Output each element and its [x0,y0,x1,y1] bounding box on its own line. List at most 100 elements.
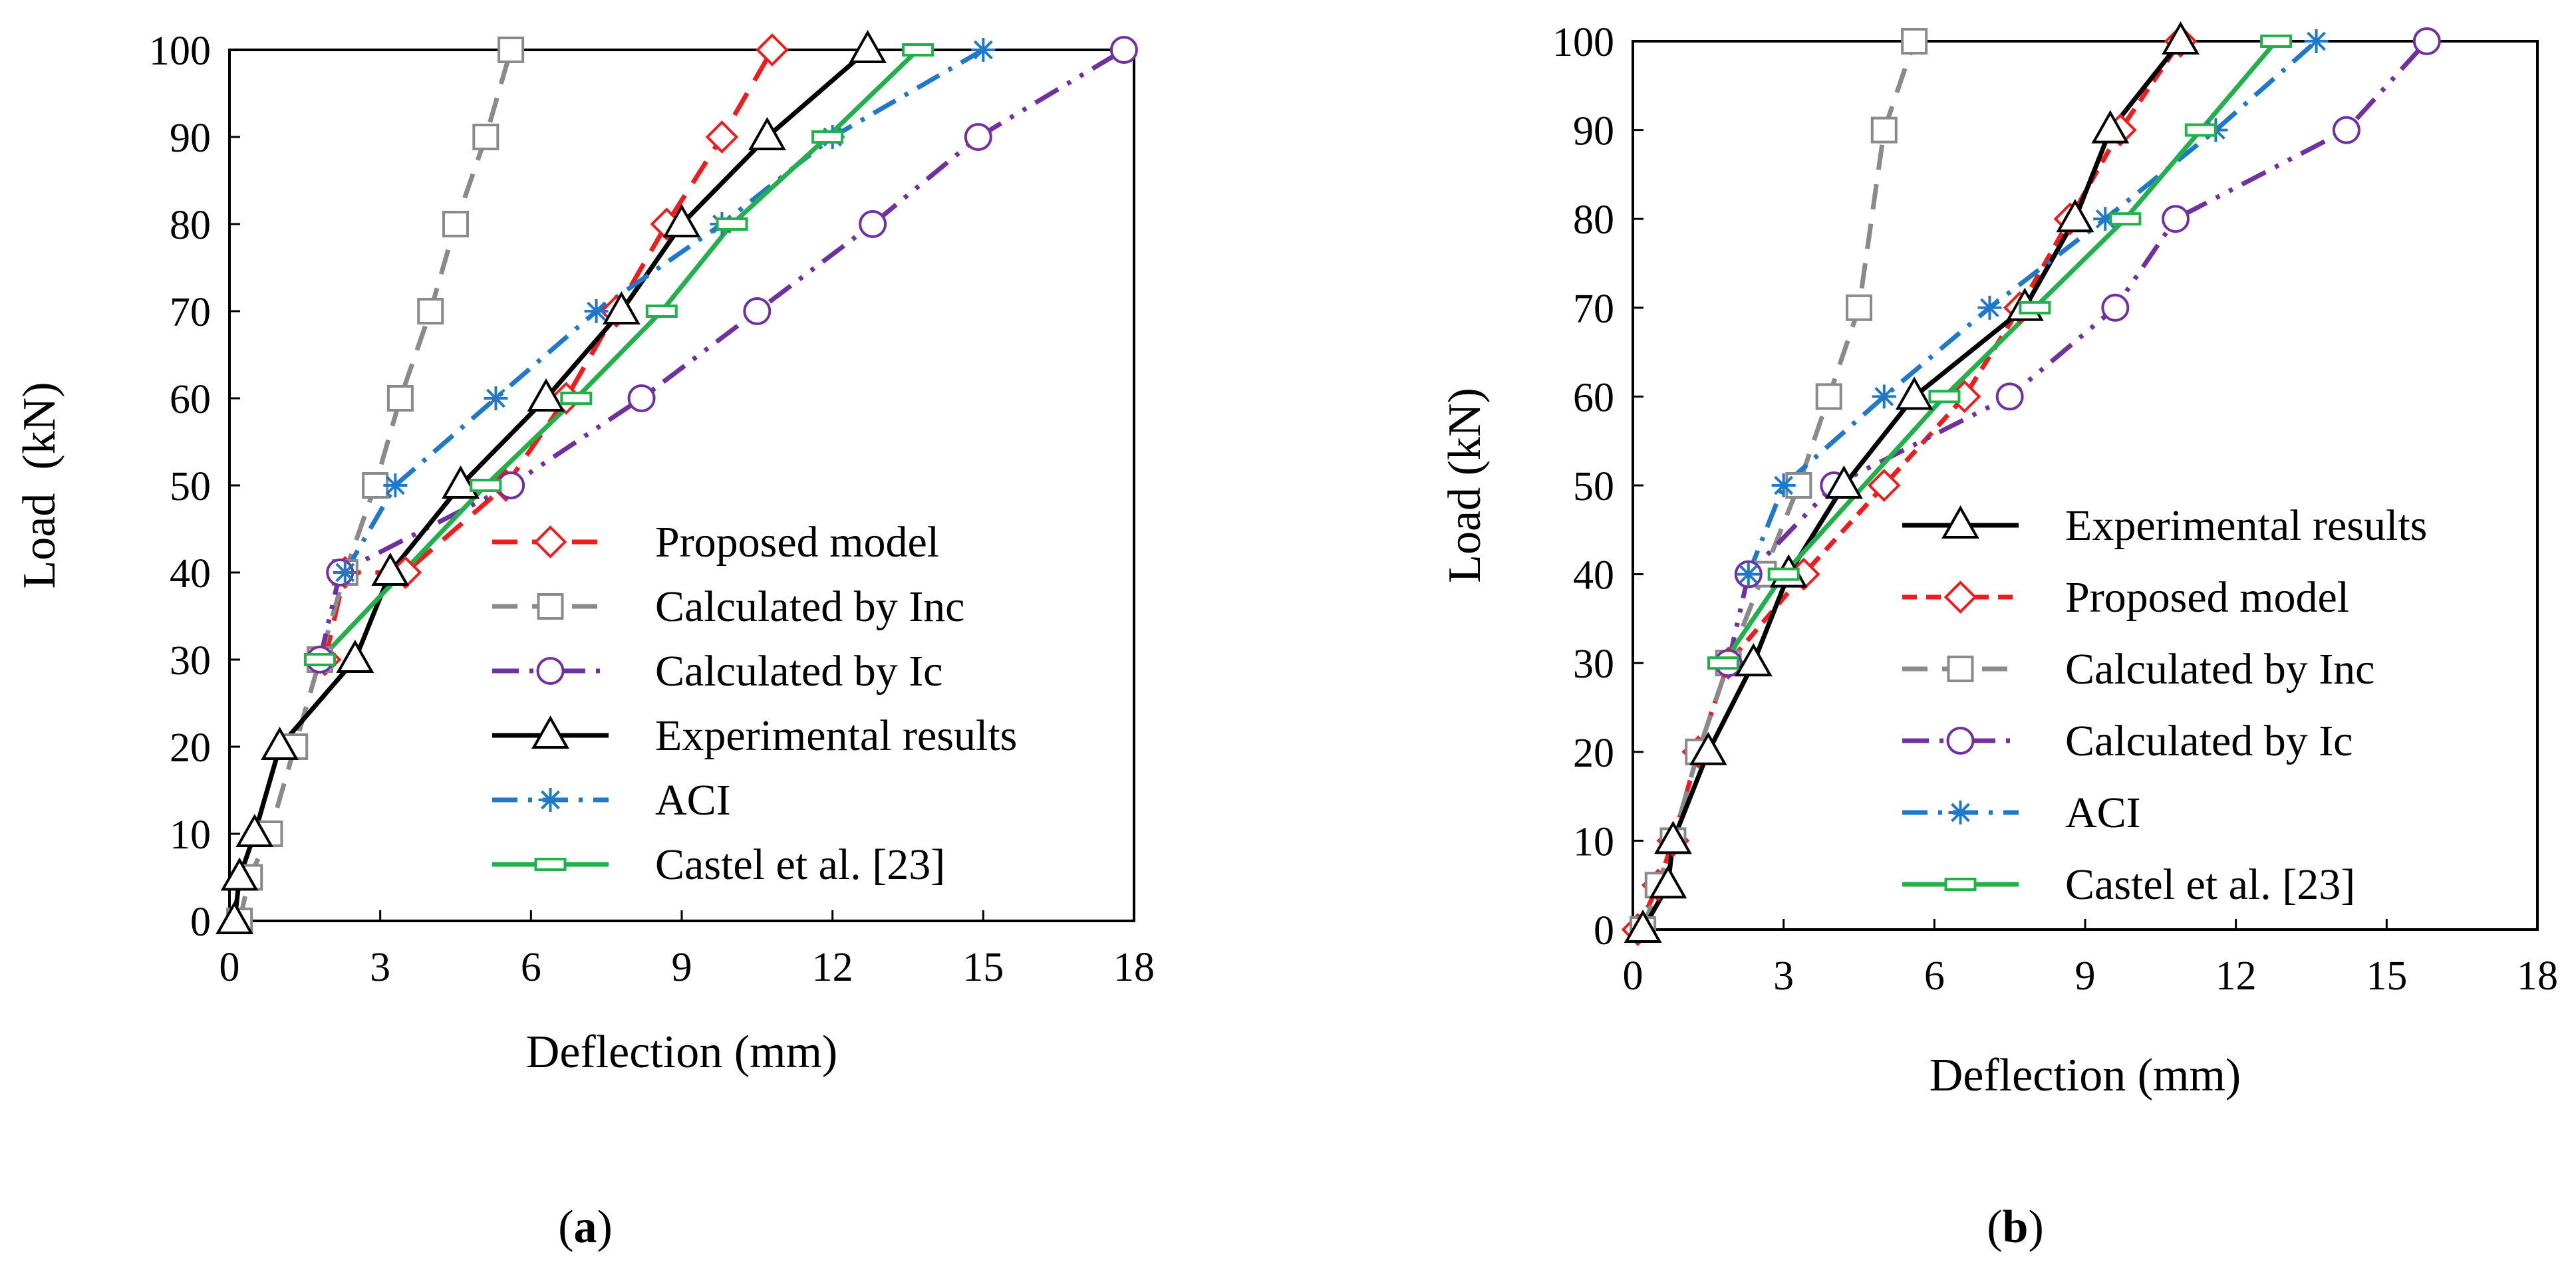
y-axis-label-a: Load (kN) [14,382,65,588]
data-point-experimental-results-a-1 [220,857,259,891]
legend-entry-calculated-by-inc-b: Calculated by Inc [1902,645,2374,694]
data-point-calculated-by-ic-a-6 [964,123,992,151]
data-point-aci-b-0 [1736,562,1761,586]
data-point-experimental-results-b-3 [1689,731,1727,765]
y-axis-label-b: Load (kN) [1439,388,1491,583]
data-point-aci-a-1 [383,473,408,497]
data-point-experimental-results-a-0 [215,900,253,934]
y-tick-label-0: 0 [190,900,211,945]
data-point-experimental-results-b-9 [2056,199,2094,233]
series-line-proposed-model-a [323,49,775,660]
data-point-experimental-results-b-2 [1654,821,1692,854]
data-point-experimental-results-a-5 [371,552,410,586]
data-point-experimental-results-a-7 [527,378,565,412]
data-point-experimental-results-a-10 [748,116,786,150]
legend-b: Experimental results Proposed model Calcul… [1902,501,2427,909]
x-axis-label-a: Deflection (mm) [526,1027,837,1078]
x-tick-label-6: 6 [1924,953,1945,999]
data-point-aci-a-6 [971,38,996,62]
x-tick-label-3: 3 [1773,953,1794,999]
y-tick-label-10: 10 [1573,819,1614,864]
legend-entry-aci-a: ACI [492,776,731,824]
series-line-proposed-model-b [1636,40,2183,931]
x-tick-label-9: 9 [2075,953,2096,999]
y-tick-label-40: 40 [170,551,211,596]
y-tick-label-20: 20 [170,725,211,771]
y-tick-label-0: 0 [1594,908,1614,953]
data-point-experimental-results-a-8 [602,291,641,324]
legend-label-proposed-model-b: Proposed model [2065,573,2349,622]
panel-letter-b: b [2003,1201,2029,1253]
data-point-experimental-results-a-3 [261,726,299,760]
data-point-aci-b-2 [1872,384,1896,409]
x-tick-label-12: 12 [812,945,853,990]
data-point-calculated-by-ic-b-5 [2162,205,2190,233]
legend-entry-calculated-by-inc-a: Calculated by Inc [492,582,964,631]
data-point-calculated-by-inc-a-10 [472,124,500,150]
legend-swatch-marker-experimental-results-b [1941,505,1979,539]
y-tick-label-80: 80 [1573,197,1614,243]
panel-letter-a: a [574,1201,597,1253]
data-point-castel-et-al-23-b-4 [2109,212,2142,226]
legend-label-castel-et-al-23-a: Castel et al. [23] [655,840,945,889]
data-point-castel-et-al-23-a-2 [560,392,593,405]
y-tick-labels-a: 0 10 20 30 40 50 60 70 80 90 100 [149,29,211,945]
legend-a: Proposed model Calculated by Inc Calculate… [492,518,1017,889]
data-point-experimental-results-a-11 [849,29,887,63]
legend-entry-experimental-results-a: Experimental results [492,711,1017,760]
y-tick-labels-b: 0 10 20 30 40 50 60 70 80 90 100 [1552,20,1614,953]
legend-entry-aci-b: ACI [1902,789,2141,837]
x-tick-label-12: 12 [2216,953,2257,999]
data-point-experimental-results-b-6 [1824,465,1863,499]
legend-label-calculated-by-ic-b: Calculated by Ic [2065,717,2353,765]
y-tick-label-10: 10 [170,813,211,858]
data-point-castel-et-al-23-b-6 [2260,35,2293,48]
legend-swatch-marker-calculated-by-inc-b [1947,656,1974,682]
legend-label-proposed-model-a: Proposed model [655,518,939,567]
data-point-proposed-model-b-6 [1867,469,1901,502]
data-point-calculated-by-inc-b-7 [1815,383,1842,410]
y-tick-label-90: 90 [170,116,211,161]
legend-swatch-marker-aci-b [1948,801,1973,824]
legend-entry-experimental-results-b: Experimental results [1902,501,2427,550]
legend-swatch-marker-calculated-by-ic-b [1946,727,1975,755]
data-point-calculated-by-ic-b-3 [1995,382,2024,411]
legend-swatch-marker-proposed-model-b [1943,580,1977,614]
y-tick-label-100: 100 [149,29,211,74]
legend-entry-calculated-by-ic-b: Calculated by Ic [1902,717,2353,765]
data-point-calculated-by-inc-a-11 [498,37,525,63]
x-tick-labels-b: 0 3 6 9 12 15 18 [1623,953,2559,999]
data-point-experimental-results-b-1 [1649,865,1687,899]
data-point-experimental-results-b-4 [1734,643,1773,677]
x-tick-label-0: 0 [219,945,240,990]
data-point-experimental-results-a-2 [235,813,274,847]
x-tick-labels-a: 0 3 6 9 12 15 18 [219,945,1155,990]
tick-marks-b [1632,40,2539,931]
data-point-calculated-by-inc-a-7 [386,385,414,412]
legend-label-castel-et-al-23-b: Castel et al. [23] [2065,860,2355,909]
legend-label-calculated-by-ic-a: Calculated by Ic [655,647,942,695]
y-tick-label-100: 100 [1552,20,1614,65]
x-tick-label-0: 0 [1623,953,1644,999]
data-point-proposed-model-a-8 [756,33,789,66]
legend-entry-proposed-model-a: Proposed model [492,518,939,567]
data-point-aci-a-2 [484,386,508,410]
legend-label-aci-b: ACI [2065,789,2141,837]
x-tick-label-6: 6 [521,945,541,990]
series-line-calculated-by-ic-a [317,47,1125,660]
data-point-castel-et-al-23-a-3 [645,305,678,318]
data-point-castel-et-al-23-a-0 [304,653,336,666]
y-tick-label-30: 30 [170,638,211,684]
y-tick-label-50: 50 [170,464,211,509]
legend-label-calculated-by-inc-a: Calculated by Inc [655,582,964,631]
data-point-experimental-results-b-11 [2162,21,2200,55]
legend-entry-castel-et-al-23-a: Castel et al. [23] [492,840,945,889]
legend-swatch-marker-calculated-by-inc-a [537,593,564,620]
legend-swatch-marker-castel-et-al-23-b [1944,878,1977,891]
data-point-castel-et-al-23-a-5 [811,130,844,144]
legend-entry-castel-et-al-23-b: Castel et al. [23] [1902,860,2355,909]
x-tick-label-18: 18 [2517,953,2558,999]
data-point-aci-b-6 [2304,29,2329,53]
